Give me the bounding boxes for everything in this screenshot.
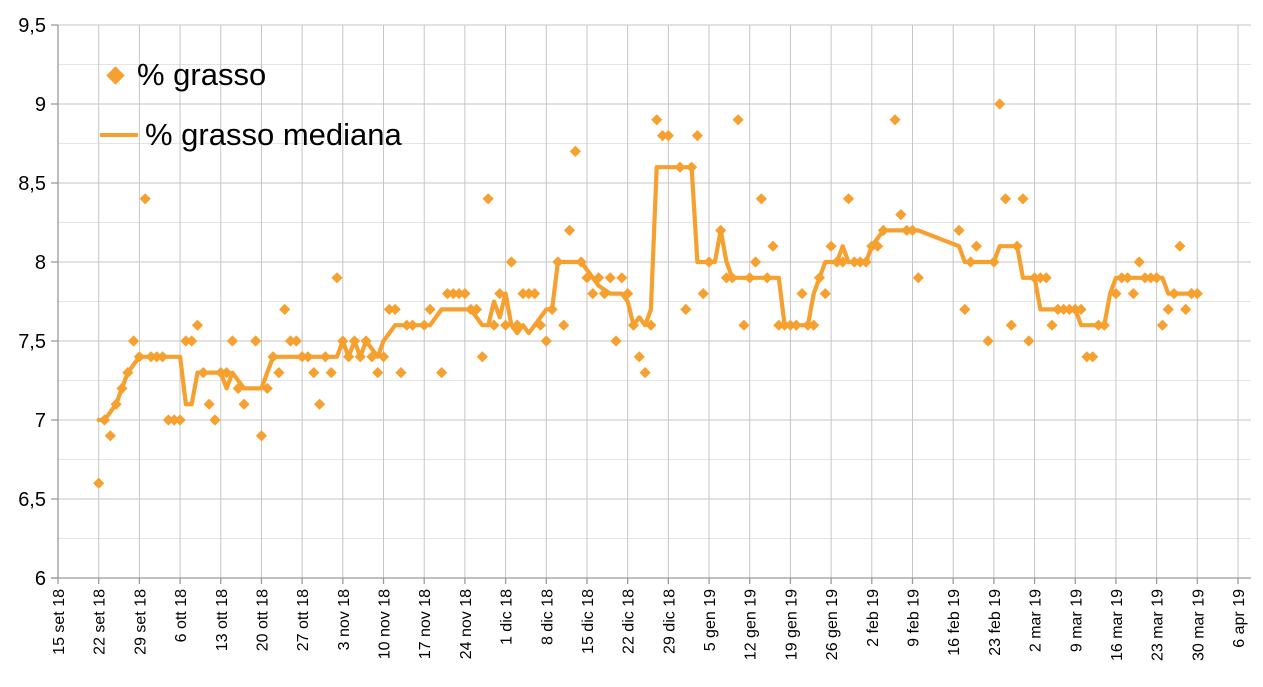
svg-text:19 gen 19: 19 gen 19: [783, 589, 800, 660]
svg-text:23 mar 19: 23 mar 19: [1150, 589, 1167, 661]
svg-text:8,5: 8,5: [18, 173, 46, 195]
svg-text:13 ott 18: 13 ott 18: [214, 589, 231, 651]
svg-text:3 nov 18: 3 nov 18: [336, 589, 353, 650]
svg-text:7: 7: [35, 410, 46, 432]
line-marker-icon: [100, 133, 138, 137]
svg-text:9,5: 9,5: [18, 15, 46, 37]
svg-text:23 feb 19: 23 feb 19: [987, 589, 1004, 656]
svg-text:9: 9: [35, 94, 46, 116]
svg-text:17 nov 18: 17 nov 18: [417, 589, 434, 659]
svg-text:8 dic 18: 8 dic 18: [539, 589, 556, 645]
svg-text:10 nov 18: 10 nov 18: [377, 589, 394, 659]
svg-text:1 dic 18: 1 dic 18: [499, 589, 516, 645]
legend-label-grasso: % grasso: [137, 57, 267, 92]
svg-text:16 feb 19: 16 feb 19: [946, 589, 963, 656]
legend-item-grasso: % grasso: [100, 57, 266, 93]
svg-text:7,5: 7,5: [18, 331, 46, 353]
svg-text:29 set 18: 29 set 18: [132, 589, 149, 655]
diamond-marker-icon: [106, 65, 125, 85]
svg-text:22 dic 18: 22 dic 18: [621, 589, 638, 654]
svg-text:6,5: 6,5: [18, 489, 46, 511]
svg-text:22 set 18: 22 set 18: [92, 589, 109, 655]
svg-text:6 apr 19: 6 apr 19: [1231, 589, 1248, 648]
svg-text:24 nov 18: 24 nov 18: [458, 589, 475, 659]
svg-text:30 mar 19: 30 mar 19: [1190, 589, 1207, 661]
svg-text:9 mar 19: 9 mar 19: [1068, 589, 1085, 652]
svg-text:15 set 18: 15 set 18: [51, 589, 68, 655]
legend-item-mediana: % grasso mediana: [100, 117, 402, 153]
svg-text:27 ott 18: 27 ott 18: [295, 589, 312, 651]
svg-text:8: 8: [35, 252, 46, 274]
svg-text:16 mar 19: 16 mar 19: [1109, 589, 1126, 661]
svg-text:15 dic 18: 15 dic 18: [580, 589, 597, 654]
svg-text:5 gen 19: 5 gen 19: [702, 589, 719, 651]
svg-text:9 feb 19: 9 feb 19: [905, 589, 922, 647]
svg-text:12 gen 19: 12 gen 19: [743, 589, 760, 660]
svg-text:2 mar 19: 2 mar 19: [1028, 589, 1045, 652]
svg-text:6: 6: [35, 568, 46, 590]
svg-text:26 gen 19: 26 gen 19: [824, 589, 841, 660]
legend-label-mediana: % grasso mediana: [145, 117, 402, 152]
svg-text:6 ott 18: 6 ott 18: [173, 589, 190, 642]
svg-text:20 ott 18: 20 ott 18: [254, 589, 271, 651]
svg-text:29 dic 18: 29 dic 18: [661, 589, 678, 654]
svg-text:2 feb 19: 2 feb 19: [865, 589, 882, 647]
